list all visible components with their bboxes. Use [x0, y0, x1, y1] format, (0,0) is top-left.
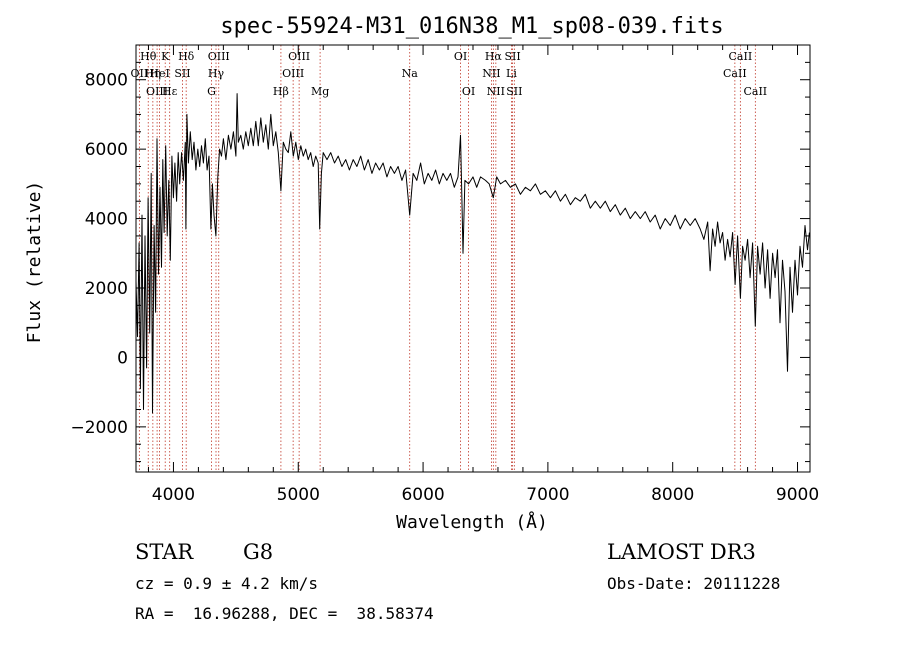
y-axis: −2000 0 2000 4000 6000 8000 [70, 44, 810, 463]
obs-date: Obs-Date: 20111228 [607, 574, 780, 593]
line-label: Hδ [178, 50, 195, 63]
line-label: Hε [162, 85, 178, 98]
x-tick-label: 4000 [152, 485, 195, 505]
spectral-line-markers [138, 45, 756, 472]
line-label: OI [454, 50, 467, 63]
line-label: CaII [743, 85, 767, 98]
x-tick-label: 6000 [401, 485, 444, 505]
object-subclass: G8 [243, 540, 273, 564]
x-axis-label: Wavelength (Å) [396, 511, 548, 533]
y-tick-label: −2000 [70, 418, 128, 438]
y-tick-label: 6000 [85, 140, 128, 160]
line-label: OI [462, 85, 475, 98]
line-label: Hγ [208, 67, 225, 80]
x-tick-label: 9000 [776, 485, 819, 505]
line-label: Na [402, 67, 419, 80]
line-label: NII [487, 85, 505, 98]
object-class: STAR [135, 540, 194, 564]
redshift-cz: cz = 0.9 ± 4.2 km/s [135, 574, 318, 593]
spectrum-line [135, 93, 810, 414]
line-label: SII [504, 50, 520, 63]
line-label: CaII [723, 67, 747, 80]
line-label: OIII [282, 67, 304, 80]
y-tick-label: 0 [117, 348, 128, 368]
line-label: NII [482, 67, 500, 80]
line-label: K [161, 50, 170, 63]
x-tick-label: 7000 [526, 485, 569, 505]
line-label: SII [174, 67, 190, 80]
y-tick-label: 2000 [85, 279, 128, 299]
line-label: Hθ [140, 50, 157, 63]
x-tick-label: 8000 [651, 485, 694, 505]
coordinates: RA = 16.96288, DEC = 38.58374 [135, 604, 434, 623]
line-label: CaII [729, 50, 753, 63]
line-label: OIII [288, 50, 310, 63]
survey-name: LAMOST DR3 [607, 540, 756, 564]
line-label: OII [131, 67, 149, 80]
line-label: SII [506, 85, 522, 98]
line-label: HeI [149, 67, 169, 80]
chart-title: spec-55924-M31_016N38_M1_sp08-039.fits [220, 14, 723, 39]
line-label: G [207, 85, 216, 98]
line-label: OIII [208, 50, 230, 63]
y-tick-label: 8000 [85, 71, 128, 91]
line-label: Hη [145, 67, 161, 80]
line-label: Hα [485, 50, 503, 63]
line-label: OIII [146, 85, 168, 98]
line-label: Li [506, 67, 517, 80]
x-axis: 4000 5000 6000 7000 8000 9000 [147, 45, 819, 505]
line-label: Hβ [273, 85, 289, 98]
line-label: Mg [311, 85, 329, 98]
x-tick-label: 5000 [277, 485, 320, 505]
spectrum-series [135, 93, 810, 414]
y-tick-label: 4000 [85, 210, 128, 230]
spectral-line-labels: Hθ OII OIII HηK HeI Hε Hδ SII OIII Hγ G Hβ OIII OIII M… [131, 50, 768, 98]
y-axis-label: Flux (relative) [24, 181, 45, 344]
